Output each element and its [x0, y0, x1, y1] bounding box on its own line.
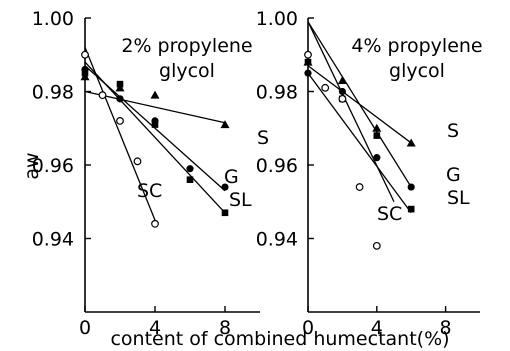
series-label-g: G	[224, 166, 239, 188]
fit-line-sl	[84, 61, 226, 214]
x-tick-label: 0	[302, 317, 314, 339]
data-point-sc	[81, 50, 89, 59]
data-point-s	[150, 90, 160, 99]
panel-title: glycol	[389, 60, 445, 82]
x-tick-label: 4	[149, 317, 161, 339]
panel-title: glycol	[159, 60, 215, 82]
data-point-sc	[355, 183, 364, 191]
data-point-sc	[151, 219, 159, 228]
data-point-sl	[407, 205, 415, 213]
data-point-sc	[98, 91, 107, 100]
panel-2pct-propylene-glycol: 1.000.980.960.940 4 82% propyleneglycolSGS…	[32, 8, 269, 339]
panel-title: 2% propylene	[121, 35, 252, 57]
y-axis-label: aw	[21, 152, 43, 179]
data-point-sc	[338, 94, 347, 103]
fit-line-sc	[84, 47, 156, 221]
data-point-sc	[321, 83, 330, 92]
series-label-sl: SL	[447, 187, 470, 209]
data-point-sc	[304, 50, 312, 59]
data-point-s	[372, 123, 382, 132]
fit-line-sl	[307, 72, 412, 214]
series-label-s: S	[447, 120, 459, 142]
data-point-g	[373, 154, 381, 162]
fit-line-s	[84, 90, 226, 124]
x-tick-label: 8	[440, 317, 452, 339]
y-tick-label: 0.94	[32, 229, 74, 251]
data-point-sc	[116, 116, 124, 125]
data-point-s	[337, 75, 347, 84]
series-label-sc: SC	[377, 203, 402, 225]
data-point-g	[186, 165, 194, 173]
x-tick-label: 0	[79, 317, 91, 339]
y-tick-label: 0.98	[32, 82, 74, 104]
data-point-sc	[372, 241, 381, 250]
panel-title: 4% propylene	[351, 35, 482, 57]
y-tick-label: 1.00	[32, 8, 74, 30]
y-tick-label: 1.00	[256, 8, 298, 30]
data-point-g	[221, 183, 229, 191]
fit-line-g	[307, 21, 412, 188]
data-point-g	[407, 183, 415, 191]
data-point-s	[220, 120, 230, 129]
data-point-sl	[304, 58, 312, 66]
series-label-s: S	[257, 127, 269, 149]
y-tick-label: 0.96	[256, 155, 298, 177]
x-tick-label: 4	[371, 317, 383, 339]
data-point-sl	[116, 80, 124, 88]
series-label-sl: SL	[229, 189, 252, 211]
data-point-sl	[81, 69, 89, 77]
data-point-sl	[151, 121, 159, 128]
y-tick-label: 0.98	[256, 82, 298, 104]
fit-line-sc	[307, 21, 395, 203]
series-label-g: G	[446, 164, 461, 186]
data-point-sl	[221, 209, 229, 217]
data-point-s	[406, 138, 416, 147]
x-axis-label: content of combined humectant(%)	[110, 328, 449, 350]
series-label-sc: SC	[137, 180, 162, 202]
data-point-sc	[133, 157, 142, 166]
y-tick-label: 0.96	[32, 155, 74, 177]
x-tick-label: 8	[219, 317, 231, 339]
y-tick-label: 0.94	[256, 229, 298, 251]
data-point-sl	[186, 176, 194, 183]
data-point-sl	[373, 132, 381, 139]
panel-4pct-propylene-glycol: 1.000.980.960.940 4 84% propyleneglycolSGS…	[256, 8, 483, 339]
